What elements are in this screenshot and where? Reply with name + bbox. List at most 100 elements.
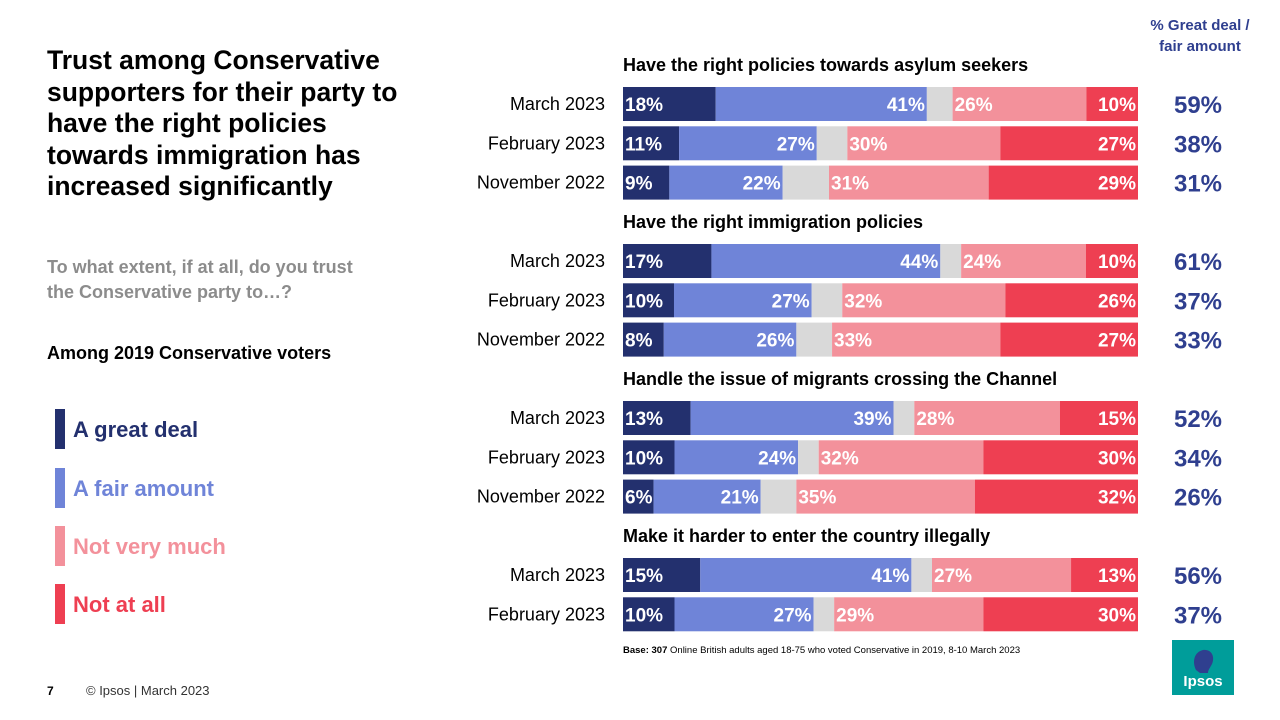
data-label: 26% — [955, 95, 993, 116]
bar-segment-not-very-much — [832, 322, 1001, 357]
row-label: February 2023 — [488, 290, 605, 310]
legend-label: A great deal — [73, 417, 199, 442]
bar-segment-not-very-much — [961, 244, 1086, 278]
data-label: 13% — [1098, 566, 1136, 587]
bar-segment-not-very-much — [796, 479, 975, 514]
legend-label: Not very much — [73, 534, 226, 559]
legend-swatch — [55, 584, 65, 624]
bar-segment-dont-know — [893, 401, 915, 435]
data-label: 44% — [900, 252, 938, 273]
legend-swatch — [55, 409, 65, 449]
bar-segment-fair-amount — [679, 126, 817, 161]
copyright: © Ipsos | March 2023 — [86, 683, 210, 698]
row-label: March 2023 — [510, 94, 605, 114]
row-label: February 2023 — [488, 133, 605, 153]
legend-label: Not at all — [73, 592, 166, 617]
bar-segment-not-very-much — [847, 126, 1001, 161]
data-label: 29% — [1098, 174, 1136, 195]
row-label: November 2022 — [477, 173, 605, 193]
data-label: 32% — [844, 291, 882, 312]
net-value: 37% — [1174, 602, 1222, 629]
data-label: 41% — [871, 566, 909, 587]
data-label: 33% — [834, 331, 872, 352]
data-label: 26% — [756, 331, 794, 352]
data-label: 32% — [1098, 488, 1136, 509]
data-label: 27% — [1098, 331, 1136, 352]
row-label: February 2023 — [488, 604, 605, 624]
data-label: 10% — [1098, 252, 1136, 273]
data-label: 11% — [625, 134, 662, 155]
net-value: 34% — [1174, 445, 1222, 472]
logo-figure-icon — [1194, 649, 1214, 673]
survey-question: To what extent, if at all, do you trust … — [47, 257, 353, 302]
bar-segment-not-at-all — [1000, 126, 1138, 161]
group-title: Make it harder to enter the country ille… — [623, 526, 990, 546]
data-label: 27% — [772, 291, 810, 312]
net-value: 33% — [1174, 328, 1222, 355]
ipsos-logo: Ipsos — [1172, 640, 1234, 695]
bar-segment-fair-amount — [711, 244, 941, 278]
net-value: 26% — [1174, 485, 1222, 512]
bar-segment-fair-amount — [669, 165, 783, 200]
bar-segment-not-very-much — [932, 558, 1072, 592]
data-label: 35% — [798, 488, 836, 509]
bar-segment-not-at-all — [1005, 283, 1138, 318]
bar-segment-dont-know — [811, 283, 843, 318]
data-label: 9% — [625, 174, 653, 195]
data-label: 6% — [625, 488, 653, 509]
data-label: 24% — [758, 448, 796, 469]
bar-segment-great-deal — [623, 322, 664, 357]
bar-segment-not-at-all — [988, 165, 1138, 200]
bar-segment-fair-amount — [673, 283, 812, 318]
bar-segment-dont-know — [796, 322, 833, 357]
data-label: 13% — [625, 409, 663, 430]
bar-segment-not-at-all — [1000, 322, 1138, 357]
net-value: 61% — [1174, 249, 1222, 276]
data-label: 30% — [849, 134, 887, 155]
data-label: 10% — [1098, 95, 1136, 116]
bar-segment-great-deal — [623, 401, 691, 435]
data-label: 10% — [625, 448, 663, 469]
data-label: 41% — [887, 95, 925, 116]
bar-segment-dont-know — [816, 126, 848, 161]
data-label: 10% — [625, 605, 663, 626]
bar-segment-fair-amount — [674, 597, 814, 632]
legend-swatch — [55, 468, 65, 508]
data-label: 21% — [721, 488, 759, 509]
bar-segment-fair-amount — [674, 440, 799, 475]
bar-segment-dont-know — [926, 87, 953, 121]
net-value: 31% — [1174, 171, 1222, 198]
data-label: 18% — [625, 95, 663, 116]
bar-segment-fair-amount — [653, 479, 761, 514]
row-label: March 2023 — [510, 565, 605, 585]
base-note-bold: Base: 307 — [623, 645, 668, 656]
bar-segment-fair-amount — [690, 401, 894, 435]
data-label: 26% — [1098, 291, 1136, 312]
bar-segment-great-deal — [623, 283, 674, 318]
legend-label: A fair amount — [73, 476, 214, 501]
data-label: 39% — [853, 409, 891, 430]
data-label: 32% — [821, 448, 859, 469]
bar-segment-great-deal — [623, 558, 701, 592]
logo-text: Ipsos — [1183, 673, 1223, 690]
bar-segment-great-deal — [623, 597, 675, 632]
bar-segment-not-at-all — [1059, 401, 1138, 435]
legend-swatch — [55, 526, 65, 566]
data-label: 27% — [777, 134, 815, 155]
data-label: 28% — [916, 409, 954, 430]
bar-segment-dont-know — [940, 244, 962, 278]
bar-segment-not-at-all — [983, 440, 1138, 475]
net-value: 52% — [1174, 406, 1222, 433]
bar-segment-not-at-all — [1086, 87, 1138, 121]
bar-segment-not-at-all — [1085, 244, 1138, 278]
data-label: 15% — [625, 566, 663, 587]
group-title: Have the right immigration policies — [623, 212, 923, 232]
bar-segment-not-very-much — [818, 440, 984, 475]
data-label: 31% — [831, 174, 869, 195]
data-label: 27% — [934, 566, 972, 587]
bar-segment-dont-know — [798, 440, 819, 475]
data-label: 10% — [625, 291, 663, 312]
data-label: 17% — [625, 252, 663, 273]
bar-segment-fair-amount — [663, 322, 797, 357]
row-label: November 2022 — [477, 487, 605, 507]
